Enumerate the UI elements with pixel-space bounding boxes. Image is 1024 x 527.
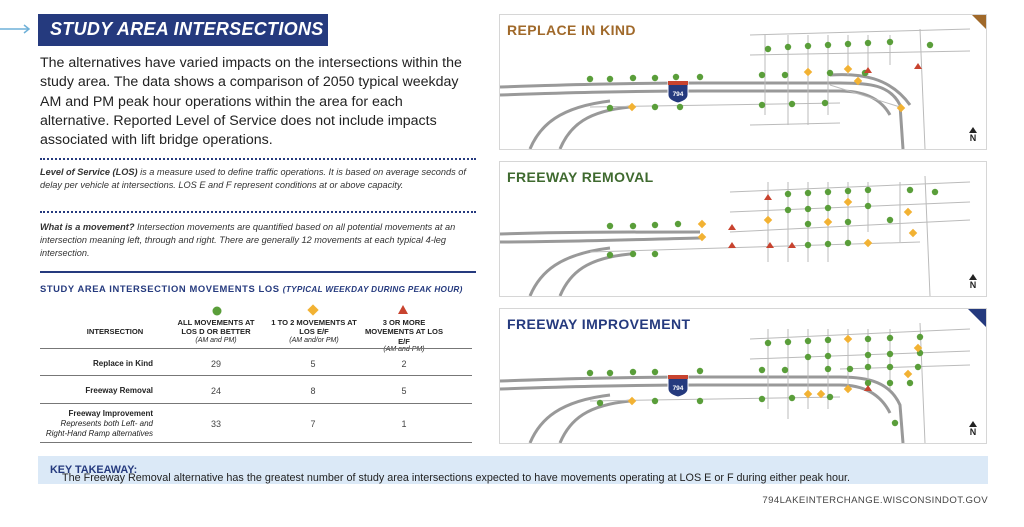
col-los-d-header: ALL MOVEMENTS AT LOS D OR BETTER (AM and … [172,318,260,346]
los-text: is a measure used to define traffic oper… [40,167,466,190]
green-circle-icon [212,306,222,316]
row-value: 29 [210,359,221,369]
row-value: 5 [310,359,316,369]
north-label: N [969,133,977,143]
north-arrow-icon: N [968,421,978,437]
key-takeaway-body: The Freeway Removal alternative has the … [62,472,850,484]
panel-freeway-removal: FREEWAY REMOVAL N [499,161,987,297]
table-row [40,375,472,376]
panel-title: REPLACE IN KIND [507,22,636,38]
interstate-shield-icon: 794 [667,374,689,398]
row-value: 33 [210,419,221,429]
intro-paragraph: The alternatives have varied impacts on … [40,55,462,149]
shield-number: 794 [673,385,684,392]
corner-marker [968,309,986,327]
interstate-shield-icon: 794 [667,80,689,104]
north-arrow-icon: N [968,274,978,290]
yellow-diamond-icon [307,304,319,316]
website-link[interactable]: 794LAKEINTERCHANGE.WISCONSINDOT.GOV [762,495,988,506]
row-label-text: Freeway Improvement [68,409,153,418]
table-title-sub: (TYPICAL WEEKDAY DURING PEAK HOUR) [282,285,463,294]
col-intersection-header: INTERSECTION [86,327,144,336]
row-value: 24 [210,386,221,396]
movement-definition: What is a movement? Intersection movemen… [40,221,476,260]
row-value: 2 [401,359,407,369]
table-row [40,403,472,404]
movement-text: Intersection movements are quantified ba… [40,222,456,258]
divider [40,158,476,160]
row-value: 8 [310,386,316,396]
north-arrow-icon: N [968,127,978,143]
los-definition: Level of Service (LOS) is a measure used… [40,166,476,192]
north-label: N [969,280,977,290]
panel-title: FREEWAY IMPROVEMENT [507,316,691,332]
col-3-more-header: 3 OR MORE MOVEMENTS AT LOS E/F (AM and PM… [362,318,446,355]
table-title: STUDY AREA INTERSECTION MOVEMENTS LOS (T… [40,283,480,294]
table-title-text: STUDY AREA INTERSECTION MOVEMENTS LOS [40,283,280,294]
divider [40,271,476,273]
panel-freeway-improvement: 794 FREEWAY IMPROVEMENT N [499,308,987,444]
map-replace-in-kind: 794 [500,28,971,149]
map-freeway-improvement: 794 [500,322,971,443]
key-takeaway-text: KEY TAKEAWAY: The Freeway Removal altern… [50,464,850,484]
col-1-2-label: 1 TO 2 MOVEMENTS AT LOS E/F [271,318,357,337]
map-freeway-removal [500,175,971,296]
col-los-d-label: ALL MOVEMENTS AT LOS D OR BETTER [177,318,255,337]
col-3-more-label: 3 OR MORE MOVEMENTS AT LOS E/F [364,318,444,346]
row-value: 1 [401,419,407,429]
section-title-banner: STUDY AREA INTERSECTIONS [38,14,328,46]
key-takeaway-banner: KEY TAKEAWAY: The Freeway Removal altern… [38,456,988,484]
col-3-more-sub: (AM and PM) [383,346,425,354]
divider [40,211,476,213]
los-term: Level of Service (LOS) [40,167,138,177]
row-label: Freeway Improvement Represents both Left-… [38,409,153,439]
col-1-2-header: 1 TO 2 MOVEMENTS AT LOS E/F (AM and/or PM… [268,318,360,346]
arrow-right-icon [0,24,31,34]
corner-marker [972,15,986,29]
panel-replace-in-kind: 794 REPLACE IN KIND N [499,14,987,150]
red-triangle-icon [398,305,408,314]
row-label: Replace in Kind [92,359,153,368]
row-value: 5 [401,386,407,396]
section-title: STUDY AREA INTERSECTIONS [50,19,324,39]
table-row [40,348,472,349]
shield-number: 794 [673,91,684,98]
col-los-d-sub: (AM and PM) [195,336,237,344]
row-value: 7 [310,419,316,429]
col-1-2-sub: (AM and/or PM) [289,336,339,344]
panel-title: FREEWAY REMOVAL [507,169,654,185]
table-bottom-border [40,442,472,443]
movement-term: What is a movement? [40,222,135,232]
key-takeaway-label: KEY TAKEAWAY: [50,464,138,476]
row-label-sub: Represents both Left- and Right-Hand Ram… [45,419,153,438]
north-label: N [969,427,977,437]
row-label: Freeway Removal [85,386,153,395]
